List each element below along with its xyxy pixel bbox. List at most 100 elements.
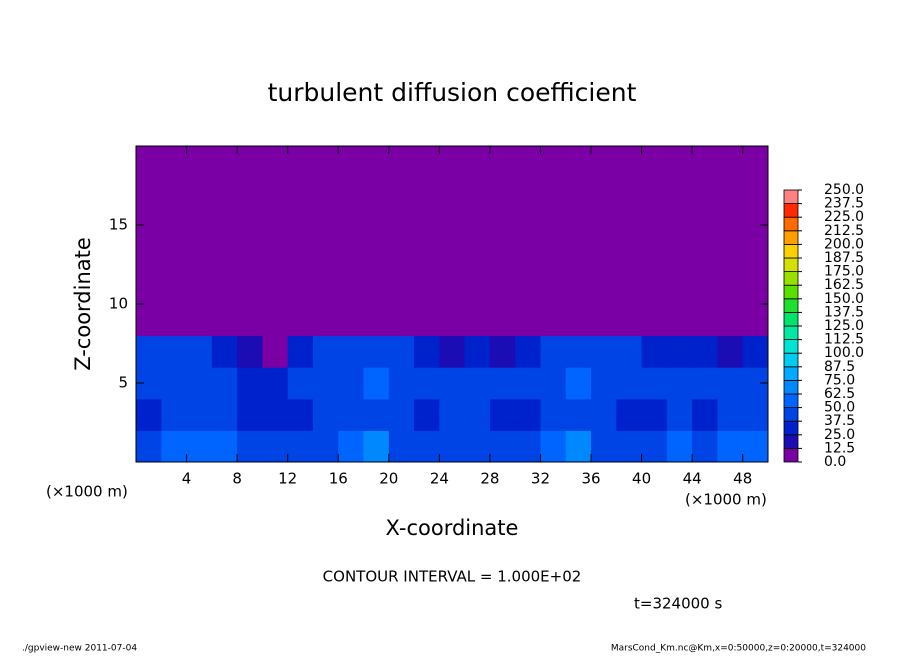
colorbar-label: 112.5 bbox=[824, 332, 864, 348]
heatmap-cell bbox=[591, 240, 617, 273]
heatmap-cell bbox=[363, 335, 390, 368]
heatmap-cell bbox=[312, 335, 339, 368]
colorbar-label: 100.0 bbox=[824, 345, 864, 361]
colorbar-label: 25.0 bbox=[824, 427, 855, 443]
x-tick-label: 16 bbox=[329, 470, 348, 488]
heatmap-cell bbox=[616, 209, 643, 242]
heatmap-cell bbox=[489, 177, 516, 210]
x-tick-label: 20 bbox=[379, 470, 398, 488]
colorbar-label: 187.5 bbox=[824, 250, 864, 266]
heatmap-cell bbox=[565, 304, 592, 337]
heatmap-cell bbox=[489, 272, 516, 305]
heatmap-cell bbox=[666, 177, 693, 210]
heatmap-cell bbox=[287, 272, 314, 305]
heatmap-cell bbox=[287, 146, 314, 179]
x-tick-label: 24 bbox=[430, 470, 449, 488]
heatmap-cell bbox=[211, 335, 238, 368]
heatmap-cell bbox=[439, 209, 466, 242]
heatmap-cell bbox=[464, 240, 491, 273]
colorbar-box bbox=[783, 243, 799, 259]
heatmap-cell bbox=[692, 272, 718, 305]
heatmap-cell bbox=[338, 146, 365, 179]
heatmap-cell bbox=[464, 367, 491, 400]
colorbar-label: 37.5 bbox=[824, 413, 855, 429]
heatmap-cell bbox=[136, 430, 162, 463]
heatmap-cell bbox=[211, 398, 238, 431]
heatmap-cell bbox=[186, 367, 213, 400]
colorbar-box bbox=[783, 339, 799, 354]
heatmap-cell bbox=[692, 398, 718, 431]
heatmap-cell bbox=[489, 367, 516, 400]
heatmap-cell bbox=[717, 367, 744, 400]
heatmap-cell bbox=[565, 209, 592, 242]
heatmap-cell bbox=[237, 146, 263, 179]
heatmap-cell bbox=[717, 398, 744, 431]
heatmap-cell bbox=[338, 304, 365, 337]
heatmap-cell bbox=[136, 398, 162, 431]
heatmap-cell bbox=[338, 335, 365, 368]
heatmap-cell bbox=[136, 240, 162, 273]
heatmap-cell bbox=[388, 209, 415, 242]
x-tick-label: 32 bbox=[531, 470, 550, 488]
heatmap-cell bbox=[211, 367, 238, 400]
heatmap-cell bbox=[439, 177, 466, 210]
heatmap-cell bbox=[363, 146, 390, 179]
heatmap-cell bbox=[161, 146, 188, 179]
heatmap-cell bbox=[742, 430, 769, 463]
heatmap-cell bbox=[666, 240, 693, 273]
heatmap-cell bbox=[338, 272, 365, 305]
heatmap-cell bbox=[414, 304, 440, 337]
heatmap-cell bbox=[338, 209, 365, 242]
heatmap-cell bbox=[464, 177, 491, 210]
heatmap-cell bbox=[565, 240, 592, 273]
heatmap-cell bbox=[515, 304, 541, 337]
heatmap-cell bbox=[312, 304, 339, 337]
heatmap-cell bbox=[237, 367, 263, 400]
heatmap-cell bbox=[515, 146, 541, 179]
heatmap-cell bbox=[540, 367, 567, 400]
colorbar-box bbox=[783, 284, 799, 300]
colorbar-box bbox=[783, 420, 799, 436]
colorbar-label: 175.0 bbox=[824, 264, 864, 280]
heatmap-cell bbox=[616, 177, 643, 210]
heatmap-cell bbox=[515, 177, 541, 210]
heatmap-cell bbox=[565, 430, 592, 463]
heatmap-cell bbox=[489, 430, 516, 463]
heatmap-cell bbox=[591, 177, 617, 210]
heatmap-cell bbox=[540, 335, 567, 368]
heatmap-cell bbox=[616, 335, 643, 368]
colorbar-box bbox=[783, 352, 799, 368]
heatmap-cell bbox=[312, 240, 339, 273]
colorbar-label: 0.0 bbox=[824, 454, 846, 470]
heatmap-cell bbox=[338, 430, 365, 463]
heatmap-cell bbox=[237, 398, 263, 431]
heatmap-cell bbox=[161, 177, 188, 210]
heatmap-cell bbox=[717, 146, 744, 179]
heatmap-cell bbox=[388, 146, 415, 179]
colorbar-box bbox=[783, 257, 799, 273]
heatmap-cell bbox=[414, 240, 440, 273]
colorbar-label: 75.0 bbox=[824, 372, 855, 388]
colorbar-box bbox=[783, 325, 799, 341]
heatmap-cell bbox=[312, 209, 339, 242]
heatmap-cell bbox=[515, 272, 541, 305]
heatmap-cell bbox=[540, 398, 567, 431]
heatmap-cell bbox=[161, 335, 188, 368]
heatmap-cell bbox=[565, 177, 592, 210]
colorbar-label: 12.5 bbox=[824, 440, 855, 456]
heatmap-cell bbox=[338, 367, 365, 400]
heatmap-cell bbox=[692, 367, 718, 400]
colorbar-box bbox=[783, 216, 799, 232]
colorbar-box bbox=[783, 447, 799, 463]
x-tick-label: 48 bbox=[733, 470, 752, 488]
heatmap-cell bbox=[363, 209, 390, 242]
heatmap-cell bbox=[742, 272, 769, 305]
heatmap-cell bbox=[388, 240, 415, 273]
heatmap-cell bbox=[186, 209, 213, 242]
heatmap-cell bbox=[161, 367, 188, 400]
heatmap-cell bbox=[717, 335, 744, 368]
x-axis-label: X-coordinate bbox=[386, 516, 519, 540]
heatmap-cell bbox=[742, 398, 769, 431]
heatmap-cell bbox=[666, 398, 693, 431]
